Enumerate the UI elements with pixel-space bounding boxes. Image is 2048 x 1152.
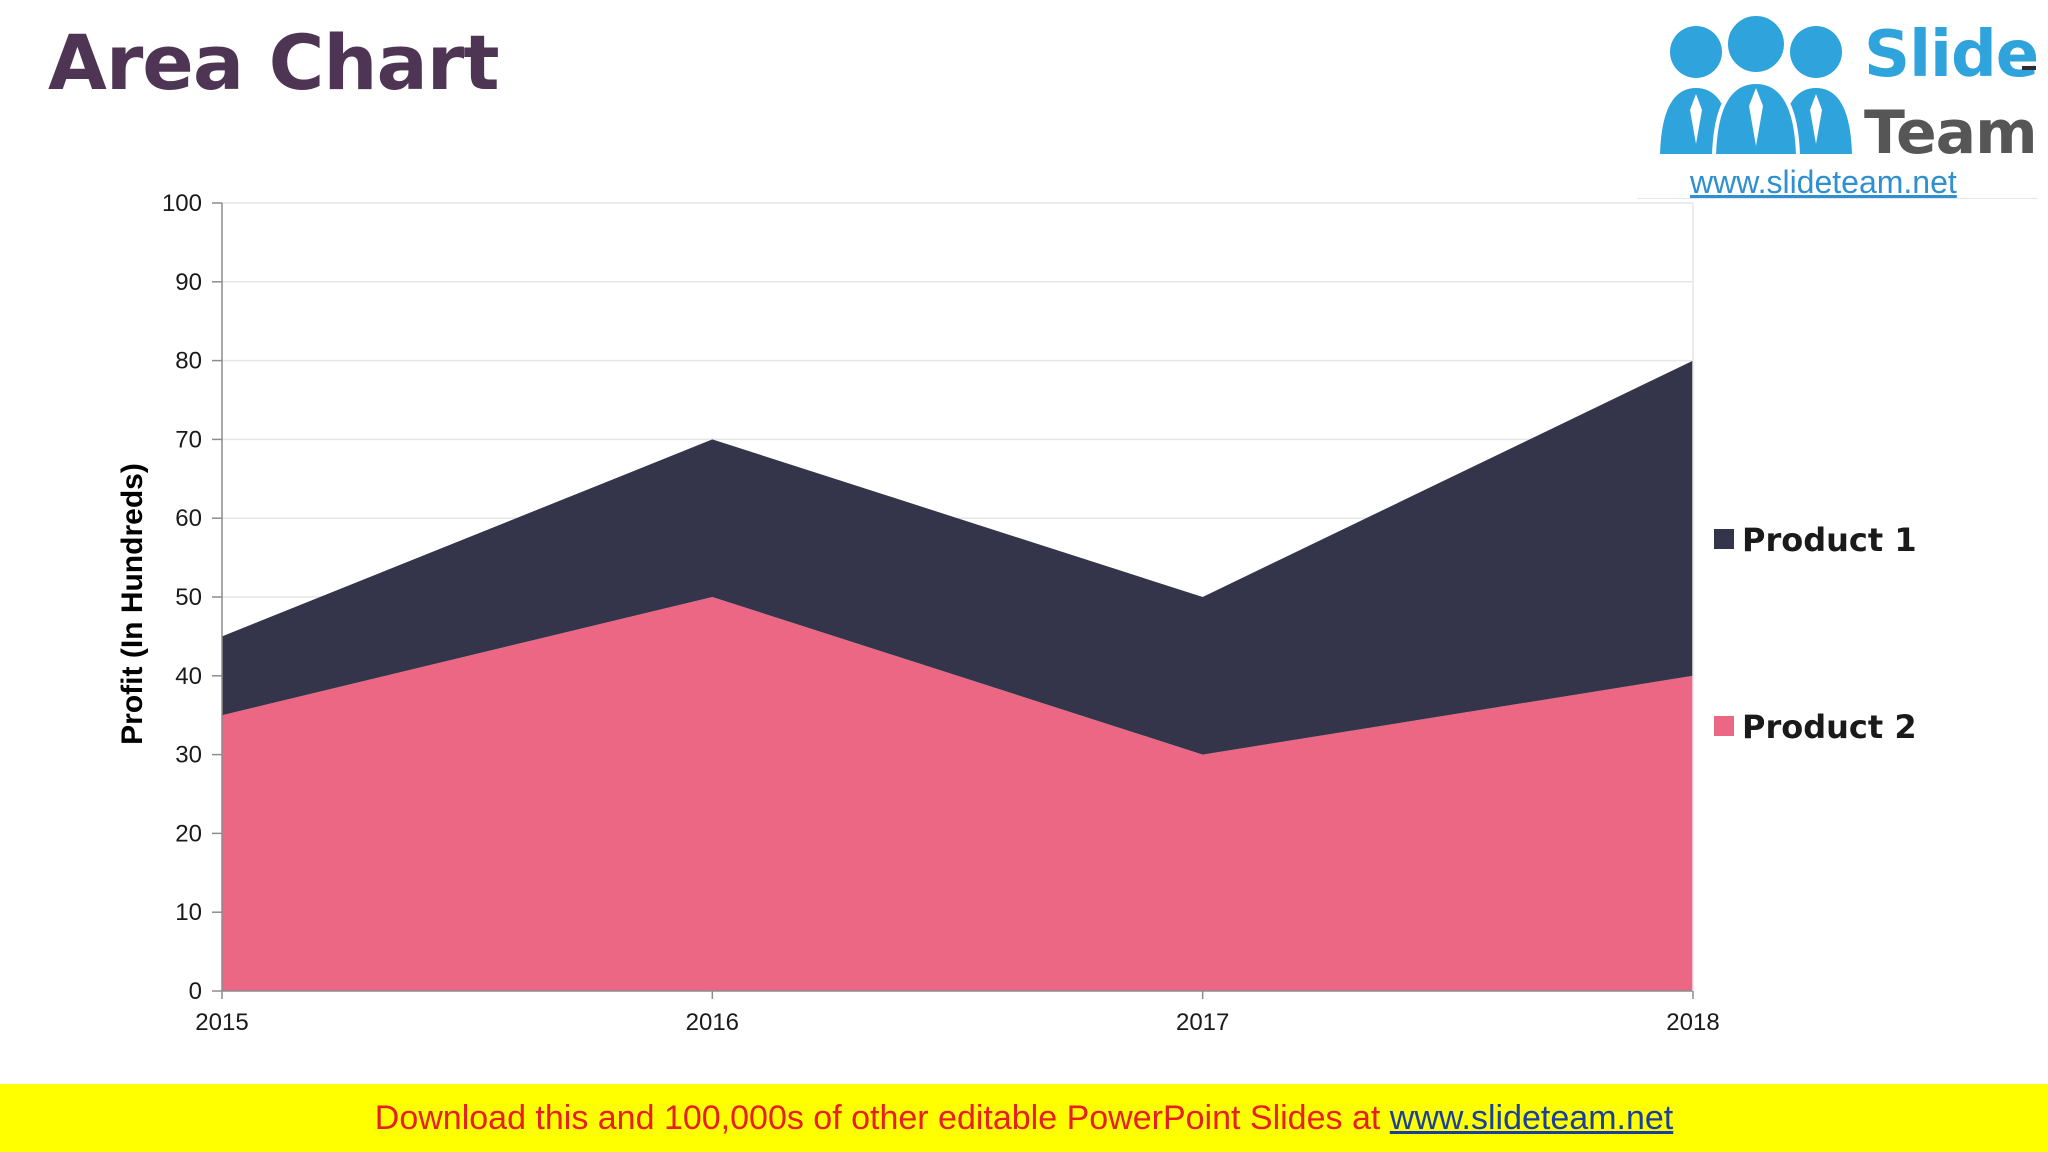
logo-word-team: Team xyxy=(1864,98,2038,168)
y-tick-label: 90 xyxy=(175,269,202,296)
legend-swatch xyxy=(1714,529,1734,549)
y-tick-label: 30 xyxy=(175,742,202,769)
legend-swatch xyxy=(1714,716,1734,736)
axes xyxy=(212,202,1694,999)
y-tick-label: 40 xyxy=(175,663,202,690)
y-tick-label: 100 xyxy=(162,190,202,217)
legend: Product 1 Product 2 xyxy=(1714,521,1917,746)
logo-word-slide: Slide xyxy=(1864,18,2039,92)
x-tick-labels: 2015 2016 2017 2018 xyxy=(195,1009,1719,1036)
x-tick-label: 2018 xyxy=(1666,1009,1719,1036)
banner-text: Download this and 100,000s of other edit… xyxy=(374,1099,1390,1137)
area-series xyxy=(222,360,1693,991)
slide-title: Area Chart xyxy=(48,18,500,107)
y-tick-labels: 0 10 20 30 40 50 60 70 80 90 100 xyxy=(162,190,202,1005)
y-tick-label: 10 xyxy=(175,899,202,926)
banner-link[interactable]: www.slideteam.net xyxy=(1389,1099,1674,1137)
y-tick-label: 60 xyxy=(175,505,202,532)
area-product-2 xyxy=(222,597,1693,991)
logo-dash xyxy=(2022,66,2036,70)
y-tick-label: 50 xyxy=(175,584,202,611)
y-axis-label: Profit (In Hundreds) xyxy=(116,463,149,745)
slideteam-logo[interactable]: Slide Team www.slideteam.net xyxy=(1638,6,2039,200)
people-icon xyxy=(1660,12,1852,158)
legend-label: Product 1 xyxy=(1742,521,1917,559)
legend-label: Product 2 xyxy=(1742,708,1917,746)
y-tick-label: 80 xyxy=(175,348,202,375)
y-tick-label: 70 xyxy=(175,426,202,453)
x-tick-label: 2015 xyxy=(195,1009,248,1036)
x-tick-label: 2017 xyxy=(1176,1009,1229,1036)
x-tick-label: 2016 xyxy=(686,1009,739,1036)
y-tick-label: 20 xyxy=(175,820,202,847)
y-tick-label: 0 xyxy=(189,978,202,1005)
logo-url-link[interactable]: www.slideteam.net xyxy=(1690,164,1957,200)
area-product-1 xyxy=(222,360,1693,755)
download-banner[interactable]: Download this and 100,000s of other edit… xyxy=(0,1084,2048,1152)
